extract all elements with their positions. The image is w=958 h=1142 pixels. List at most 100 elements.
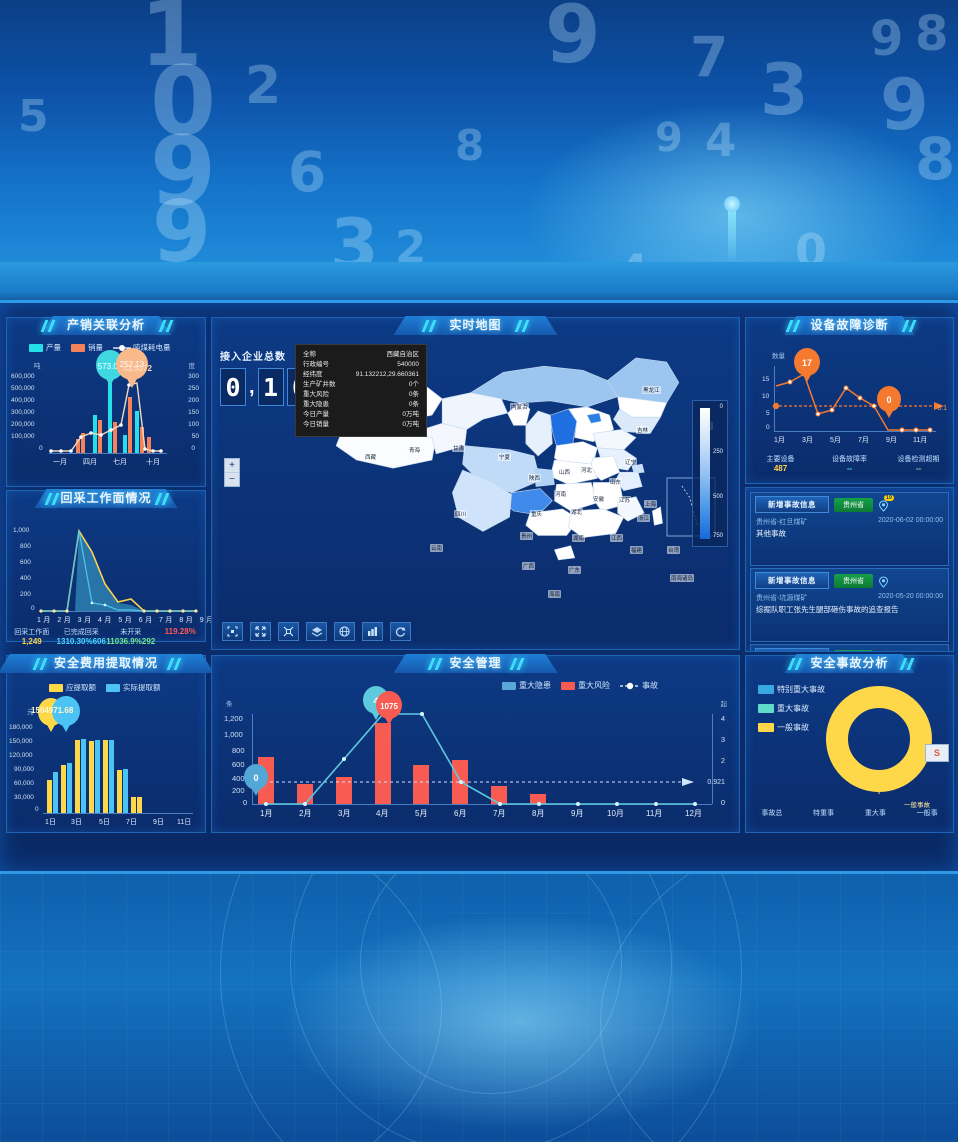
stat-mining-face-done: 已完成回采 1310.30%606 <box>56 629 106 646</box>
counter-digit-0: 0 <box>220 368 246 406</box>
stat-accident-major: 重大事 <box>864 810 886 817</box>
accident-card-1[interactable]: 新增事故信息 贵州省 19 贵州省-红旦煤矿 2020-06-02 00:00:… <box>750 492 949 566</box>
svg-text:4: 4 <box>373 696 378 706</box>
stats-equipment: 主要设备 487 设备故障率 -- 设备检测超期 -- <box>746 454 953 473</box>
y-axis-unit-left: 吨 <box>34 363 41 370</box>
dashboard-frame: 产销关联分析 产量 销量 吨煤耗电量 吨 度 600,000 500,000 4… <box>0 300 958 874</box>
map-toolbar <box>222 622 411 641</box>
balloon-production: 573.06 <box>95 350 125 391</box>
expand-icon[interactable] <box>250 622 271 641</box>
counter-comma: , <box>249 375 255 398</box>
stat-overdue-inspection: 设备检测超期 -- <box>897 456 940 473</box>
chart-plot-mining-face <box>39 528 198 613</box>
map-zoom-out-button[interactable]: − <box>225 472 239 486</box>
balloon-safety-fee-actual <box>51 696 81 737</box>
panel-production-sales: 产销关联分析 产量 销量 吨煤耗电量 吨 度 600,000 500,000 4… <box>6 317 206 487</box>
chart-icon[interactable] <box>362 622 383 641</box>
panel-title-production-sales: 产销关联分析 <box>41 316 171 335</box>
panel-title-safety-management: 安全管理 <box>393 654 557 673</box>
accident-province-2: 贵州省 <box>834 573 873 588</box>
stat-accident-general: 一般事 <box>916 810 938 817</box>
safety-threshold-label: 0.92 <box>707 779 721 786</box>
panel-title-equipment-fault: 设备故障诊断 <box>784 316 914 335</box>
balloon-safety-fee-value: 1504971.68 <box>31 706 74 715</box>
balloon-equipment-max: 17 <box>793 348 821 387</box>
collapse-icon[interactable] <box>278 622 299 641</box>
donut-chart-accident <box>826 686 932 794</box>
accident-title-2: 综掘队职工张先生腿部砸伤事故的追查报告 <box>756 605 899 614</box>
legend-safety-fee: 应提取额 实际提取额 <box>49 682 161 693</box>
accident-card-2[interactable]: 新增事故信息 贵州省 贵州省-坑源煤矿 2020-05-20 00:00:00 … <box>750 568 949 642</box>
svg-text:573.06: 573.06 <box>98 362 123 371</box>
map-zoom-controls[interactable]: + − <box>224 458 240 487</box>
balloon-major-risk: 1075 <box>375 691 403 730</box>
balloon-energy-label: 43.5372 <box>123 364 152 373</box>
refresh-icon[interactable] <box>390 622 411 641</box>
select-area-icon[interactable] <box>222 622 243 641</box>
stats-accident-analysis: 事故总 特重事 重大事 一般事 <box>746 808 953 818</box>
chart-plot-equipment <box>772 371 944 433</box>
background-top-banner: 1 0 9 9 3 2 9 7 3 9 4 9 8 9 8 4 0 2 6 8 … <box>0 0 958 262</box>
location-pin-icon[interactable] <box>878 575 889 588</box>
accident-province-3: 贵州省 <box>834 649 873 651</box>
map-canvas[interactable]: 新疆 西藏 青海 甘肃 内蒙古 黑龙江 吉林 辽宁 北京 河北 山西 陕西 宁夏… <box>212 318 739 649</box>
panel-safety-management: 安全管理 重大隐患 重大风险 事故 条 起 1,200 1,000 800 60… <box>211 655 740 833</box>
balloon-major-hazard: 0 <box>243 764 269 801</box>
accident-mine-1: 贵州省-红旦煤矿 <box>756 519 808 526</box>
donut-annotation: 一般事故 <box>904 802 930 809</box>
svg-text:1075: 1075 <box>380 702 398 711</box>
background-bottom-banner <box>0 852 958 1142</box>
map-tooltip: 全称 西藏自治区 行政编号 540000 经纬度 91.132212,29.66036… <box>295 344 427 437</box>
equipment-threshold-label: 6.1 <box>937 405 947 412</box>
accident-title-1: 其他事故 <box>756 529 786 538</box>
chart-plot-safety-fee <box>45 726 195 813</box>
counter-digit-1: 1 <box>257 368 284 406</box>
stat-mining-face-rate: 119.28% <box>164 627 196 636</box>
panel-realtime-map: 实时地图 <box>211 317 740 650</box>
panel-title-safety-fee: 安全费用提取情况 <box>0 654 214 673</box>
chart-plot-production <box>49 375 167 453</box>
legend-production-sales: 产量 销量 吨煤耗电量 <box>29 342 171 353</box>
panel-title-mining-face: 回采工作面情况 <box>34 489 177 508</box>
svg-text:252.13: 252.13 <box>120 360 145 369</box>
accident-time-2: 2020-05-20 00:00:00 <box>878 593 943 600</box>
stat-fault-rate: 设备故障率 -- <box>832 456 867 473</box>
accident-tag-2: 新增事故信息 <box>755 572 829 589</box>
legend-safety-management: 重大隐患 重大风险 事故 <box>502 680 658 691</box>
stat-mining-face-pending: 未开采 11036.9%292 <box>106 629 156 646</box>
accident-mine-2: 贵州省-坑源煤矿 <box>756 595 808 602</box>
panel-title-accident-analysis: 安全事故分析 <box>784 654 914 673</box>
y-axis-unit-left-sm: 条 <box>226 701 233 708</box>
panel-accident-feed: 新增事故信息 贵州省 19 贵州省-红旦煤矿 2020-06-02 00:00:… <box>745 487 954 652</box>
svg-text:17: 17 <box>802 358 812 368</box>
panel-equipment-fault: 设备故障诊断 数量 15 10 5 0 6.1 <box>745 317 954 484</box>
layers-icon[interactable] <box>306 622 327 641</box>
stat-mining-face-total: 回采工作面 1,249 <box>14 629 50 646</box>
accident-badge-1: 19 <box>883 495 894 501</box>
location-pin-icon[interactable] <box>878 651 889 652</box>
map-zoom-in-button[interactable]: + <box>229 460 235 471</box>
accident-card-3[interactable]: 新增事故信息 贵州省 <box>750 644 949 652</box>
panel-mining-face: 回采工作面情况 1,000 800 600 400 200 0 1 <box>6 489 279 646</box>
map-reset-icon[interactable]: S <box>925 744 949 762</box>
panel-safety-fee: 安全费用提取情况 应提取额 实际提取额 元 180,000 150,000 12… <box>6 655 206 833</box>
legend-accident-analysis: 特别重大事故 重大事故 一般事故 <box>758 684 825 733</box>
map-colorbar: 0 250 500 750 <box>692 400 728 547</box>
y-axis-unit-safety-fee: 元 <box>27 709 34 716</box>
globe-icon[interactable] <box>334 622 355 641</box>
location-pin-icon[interactable]: 19 <box>878 495 894 512</box>
balloon-sales: 252.13 <box>115 348 149 393</box>
svg-text:0: 0 <box>886 395 891 405</box>
balloon-equipment-current: 0 <box>876 386 902 423</box>
y-axis-unit-equipment: 数量 <box>772 353 785 360</box>
y-axis-unit-right-sm: 起 <box>720 701 728 708</box>
chart-plot-safety-management <box>252 712 710 806</box>
stat-main-equipment: 主要设备 487 <box>766 456 795 473</box>
stats-mining-face: 回采工作面 1,249 已完成回采 1310.30%606 未开采 11036.9%2… <box>7 627 205 646</box>
panel-accident-analysis: 安全事故分析 特别重大事故 重大事故 一般事故 <box>745 655 954 833</box>
accident-province-1: 贵州省 <box>834 497 873 512</box>
stat-accident-extreme: 特重事 <box>813 810 835 817</box>
accident-tag-3: 新增事故信息 <box>755 648 829 651</box>
accident-tag-1: 新增事故信息 <box>755 496 829 513</box>
